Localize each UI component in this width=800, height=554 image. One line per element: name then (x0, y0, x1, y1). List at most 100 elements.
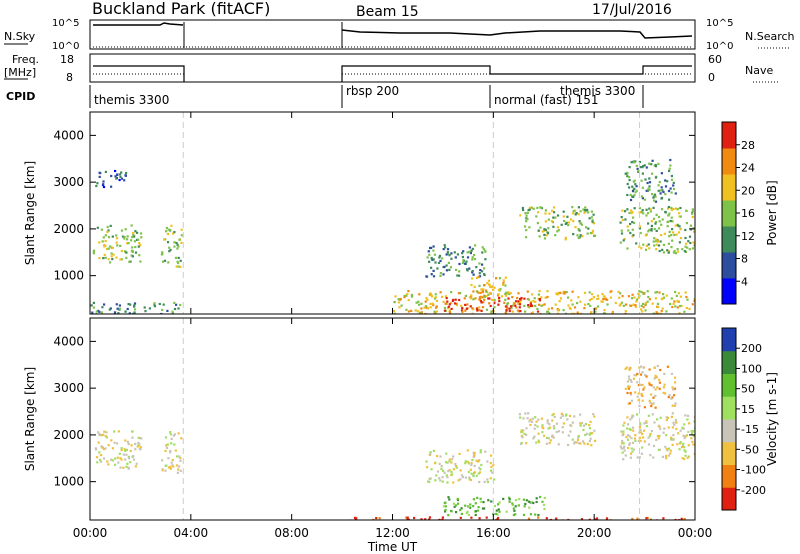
data-cell (588, 518, 591, 520)
data-cell (684, 454, 687, 457)
data-cell (510, 307, 513, 310)
data-cell (113, 441, 116, 444)
data-cell (177, 245, 180, 248)
data-cell (653, 421, 656, 424)
data-cell (483, 298, 486, 301)
data-cell (175, 464, 179, 467)
data-cell (636, 395, 639, 398)
data-cell (543, 507, 546, 511)
data-cell (430, 246, 433, 249)
data-cell (427, 250, 430, 253)
data-cell (433, 253, 436, 256)
data-cell (609, 296, 612, 299)
data-cell (671, 220, 674, 223)
data-cell (131, 436, 134, 439)
data-region-5 (425, 244, 487, 278)
data-cell (656, 306, 659, 309)
data-cell (654, 240, 658, 243)
colorbar-swatch (722, 419, 736, 443)
data-cell (543, 228, 546, 231)
data-cell (180, 228, 183, 231)
data-cell (529, 302, 532, 305)
data-cell (538, 235, 541, 238)
data-cell (572, 233, 575, 236)
data-cell (514, 499, 518, 502)
data-cell (456, 497, 459, 501)
colorbar-tick-label: -100 (741, 464, 766, 477)
data-cell (111, 459, 114, 462)
data-cell (582, 428, 585, 431)
data-cell (90, 304, 93, 307)
colorbar-swatch (722, 373, 736, 397)
data-cell (488, 283, 491, 286)
data-cell (98, 257, 101, 260)
data-cell (543, 233, 546, 236)
data-cell (403, 294, 406, 297)
data-cell (497, 303, 500, 306)
data-cell (692, 434, 695, 437)
data-cell (504, 284, 507, 287)
data-cell (589, 232, 592, 235)
data-cell (177, 465, 181, 468)
data-cell (562, 215, 565, 218)
data-cell (579, 312, 583, 314)
data-cell (476, 496, 479, 499)
data-cell (672, 181, 675, 184)
data-cell (130, 254, 133, 257)
data-cell (578, 229, 581, 232)
data-cell (98, 175, 101, 178)
data-cell (657, 244, 661, 247)
data-cell (594, 307, 597, 310)
data-cell (589, 420, 592, 423)
data-cell (671, 239, 674, 242)
data-cell (139, 447, 142, 451)
data-cell (683, 446, 686, 449)
data-cell (673, 233, 676, 237)
data-cell (495, 277, 498, 280)
data-cell (430, 256, 433, 260)
data-cell (656, 364, 659, 368)
data-cell (638, 207, 641, 210)
data-cell (534, 304, 537, 307)
colorbar-tick-label: -50 (741, 443, 759, 456)
data-cell (664, 193, 667, 196)
data-cell (466, 449, 469, 452)
data-cell (508, 496, 511, 499)
data-cell (649, 454, 652, 457)
data-cell (465, 260, 468, 263)
data-cell (588, 299, 591, 302)
data-cell (140, 437, 143, 440)
data-cell (635, 413, 639, 416)
data-cell (464, 476, 467, 479)
data-cell (534, 513, 537, 516)
data-cell (129, 461, 132, 464)
data-cell (668, 167, 671, 170)
data-cell (372, 518, 375, 520)
data-cell (532, 437, 535, 440)
data-cell (169, 451, 172, 454)
data-cell (506, 306, 509, 309)
colorbar-swatch (722, 464, 736, 488)
data-cell (446, 476, 449, 479)
data-cell (636, 372, 639, 376)
data-cell (461, 476, 464, 479)
data-cell (473, 471, 477, 474)
data-cell (655, 229, 658, 232)
data-cell (645, 517, 648, 520)
data-cell (469, 506, 472, 509)
data-cell (657, 437, 660, 440)
data-cell (574, 226, 577, 229)
data-cell (577, 228, 580, 231)
data-cell (554, 216, 557, 219)
data-cell (591, 219, 594, 222)
data-cell (553, 427, 556, 430)
data-cell (626, 175, 629, 178)
data-cell (522, 429, 525, 432)
data-cell (448, 303, 451, 306)
data-cell (458, 274, 461, 277)
data-cell (436, 454, 439, 458)
data-cell (537, 513, 540, 517)
data-cell (462, 259, 465, 262)
data-cell (443, 502, 446, 505)
data-cell (523, 225, 527, 228)
